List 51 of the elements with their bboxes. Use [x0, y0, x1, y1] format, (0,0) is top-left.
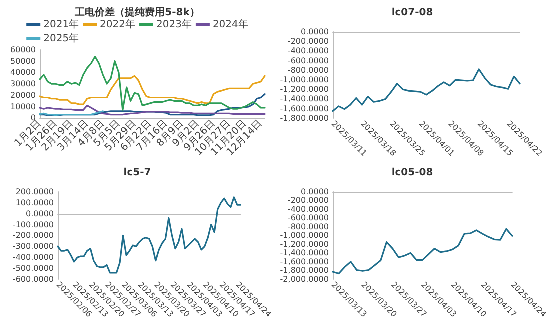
line-series	[332, 68, 521, 112]
line-series	[332, 228, 514, 275]
y-tick-label: 0.0000	[301, 28, 329, 36]
y-tick-label: -1,400.0000	[280, 248, 329, 258]
legend-label: 2021年	[44, 18, 80, 30]
y-tick-label: -400.0000	[12, 253, 54, 262]
y-tick-label: -1,000.0000	[280, 76, 329, 85]
y-tick-label: -600.0000	[288, 214, 329, 223]
line-series	[39, 56, 266, 112]
legend-label: 2024年	[212, 18, 248, 30]
y-tick-label: 40000	[10, 68, 36, 78]
y-tick-label: -200.0000	[288, 37, 329, 46]
y-tick-label: -500.0000	[12, 264, 54, 274]
line-series	[57, 196, 242, 274]
y-tick-label: -1,000.0000	[280, 231, 329, 240]
y-tick-label: 50000	[10, 56, 36, 66]
chart-title: lc07-08	[392, 8, 434, 18]
y-tick-label: -300.0000	[12, 242, 54, 252]
y-tick-label: -600.0000	[288, 56, 329, 66]
legend-label: 2025年	[44, 32, 80, 44]
y-tick-label: 30000	[10, 80, 36, 89]
y-tick-label: -1,600.0000	[280, 104, 329, 114]
y-tick-label: 60000	[10, 46, 36, 54]
y-tick-label: -100.0000	[12, 220, 54, 230]
y-tick-label: -1,400.0000	[280, 94, 329, 104]
line-series	[39, 104, 266, 116]
y-tick-label: 0.0000	[301, 188, 329, 196]
y-tick-label: 20000	[10, 90, 36, 100]
y-tick-label: -600.0000	[12, 274, 54, 284]
y-tick-label: 10000	[10, 102, 36, 112]
line-series	[39, 75, 266, 106]
y-tick-label: -400.0000	[288, 204, 329, 214]
y-tick-label: -800.0000	[288, 222, 329, 232]
y-tick-label: -1,600.0000	[280, 257, 329, 266]
chart-title: lc5-7	[124, 168, 152, 178]
y-tick-label: -1,800.0000	[280, 266, 329, 276]
y-tick-label: -200.0000	[288, 196, 329, 206]
chart-title: 工电价差（提纯费用5-8k）	[74, 6, 200, 18]
y-tick-label: 0.0000	[26, 209, 54, 218]
y-tick-label: -1,200.0000	[280, 85, 329, 94]
chart-title: lc05-08	[392, 168, 434, 178]
y-tick-label: -1,200.0000	[280, 240, 329, 249]
y-tick-label: -2,000.0000	[280, 274, 329, 284]
y-tick-label: -800.0000	[288, 66, 329, 75]
y-tick-label: -200.0000	[12, 231, 54, 240]
y-tick-label: 200.0000	[16, 188, 54, 196]
legend-label: 2023年	[156, 18, 192, 30]
legend-label: 2022年	[100, 18, 136, 30]
y-tick-label: -400.0000	[288, 46, 329, 56]
y-tick-label: 100.0000	[16, 198, 54, 208]
y-tick-label: -1,800.0000	[280, 114, 329, 123]
